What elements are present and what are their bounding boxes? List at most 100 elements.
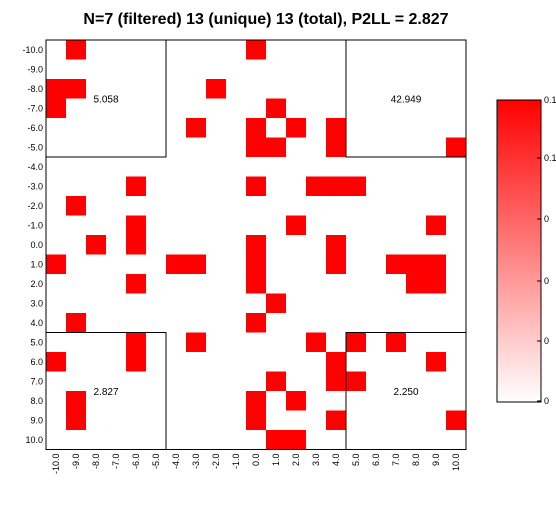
heatmap-cell bbox=[46, 79, 66, 99]
y-tick-label: -5.0 bbox=[27, 142, 43, 152]
y-tick-label: -1.0 bbox=[27, 220, 43, 230]
colorbar-tick-label: 0 bbox=[544, 276, 549, 286]
colorbar-tick-label: 0 bbox=[544, 214, 549, 224]
heatmap-cell bbox=[326, 410, 346, 430]
x-tick-label: 8.0 bbox=[411, 454, 421, 467]
x-tick-label: -6.0 bbox=[131, 454, 141, 470]
x-tick-label: 0.0 bbox=[251, 454, 261, 467]
x-tick-label: -7.0 bbox=[111, 454, 121, 470]
x-tick-label: 3.0 bbox=[311, 454, 321, 467]
heatmap-cell bbox=[66, 313, 86, 333]
y-tick-label: 8.0 bbox=[30, 396, 43, 406]
heatmap-cell bbox=[426, 215, 446, 235]
heatmap-cell bbox=[306, 332, 326, 352]
y-tick-label: -9.0 bbox=[27, 64, 43, 74]
heatmap-cell bbox=[286, 391, 306, 411]
heatmap-cell bbox=[66, 410, 86, 430]
heatmap-cell bbox=[126, 332, 146, 352]
x-tick-label: 2.0 bbox=[291, 454, 301, 467]
heatmap-cell bbox=[386, 254, 406, 274]
heatmap-cell bbox=[326, 137, 346, 157]
heatmap-cell bbox=[246, 254, 266, 274]
y-tick-label: -7.0 bbox=[27, 103, 43, 113]
x-tick-label: -9.0 bbox=[71, 454, 81, 470]
heatmap-cell bbox=[186, 118, 206, 138]
quadrant-value-label: 2.250 bbox=[393, 387, 418, 398]
y-tick-label: 9.0 bbox=[30, 415, 43, 425]
heatmap-cell bbox=[206, 79, 226, 99]
y-tick-label: -8.0 bbox=[27, 84, 43, 94]
heatmap-cell bbox=[326, 176, 346, 196]
heatmap-cell bbox=[286, 430, 306, 450]
heatmap-cell bbox=[246, 176, 266, 196]
heatmap-cell bbox=[66, 391, 86, 411]
plot-border bbox=[45, 39, 467, 450]
heatmap-cell bbox=[426, 254, 446, 274]
x-tick-label: -4.0 bbox=[171, 454, 181, 470]
heatmap-cell bbox=[266, 430, 286, 450]
y-tick-label: -4.0 bbox=[27, 162, 43, 172]
y-tick-label: 5.0 bbox=[30, 337, 43, 347]
colorbar-tick-label: 0 bbox=[544, 336, 549, 346]
heatmap-cell bbox=[246, 40, 266, 60]
heatmap-cell bbox=[66, 196, 86, 216]
y-tick-label: 4.0 bbox=[30, 318, 43, 328]
heatmap-cell bbox=[126, 176, 146, 196]
x-tick-label: -3.0 bbox=[191, 454, 201, 470]
heatmap-cell bbox=[246, 118, 266, 138]
heatmap-cell bbox=[126, 235, 146, 255]
heatmap-cell bbox=[246, 235, 266, 255]
y-tick-label: 3.0 bbox=[30, 298, 43, 308]
heatmap-cell bbox=[346, 176, 366, 196]
x-tick-label: 10.0 bbox=[451, 454, 461, 472]
heatmap-cell bbox=[46, 98, 66, 118]
tick-layer: -10.0 -9.0 -8.0 -7.0 -6.0 -5.0 -4.0 -3.0 -2.0 -1.… bbox=[22, 45, 461, 474]
heatmap-cell bbox=[426, 352, 446, 372]
heatmap-cell bbox=[426, 274, 446, 294]
y-tick-label: 1.0 bbox=[30, 259, 43, 269]
heatmap-cell bbox=[246, 410, 266, 430]
y-tick-label: 10.0 bbox=[25, 435, 43, 445]
x-tick-label: -8.0 bbox=[91, 454, 101, 470]
quadrant-box bbox=[345, 39, 467, 158]
heatmap-cell bbox=[326, 118, 346, 138]
heatmap-cell bbox=[266, 293, 286, 313]
colorbar-tick-label: 0 bbox=[544, 396, 549, 406]
y-tick-label: 2.0 bbox=[30, 279, 43, 289]
heatmap-cell bbox=[446, 410, 466, 430]
heatmap-cell bbox=[326, 235, 346, 255]
x-tick-label: 9.0 bbox=[431, 454, 441, 467]
quadrant-box bbox=[345, 332, 467, 450]
y-tick-label: 0.0 bbox=[30, 240, 43, 250]
heatmap-cell bbox=[86, 235, 106, 255]
heatmap-cell bbox=[446, 137, 466, 157]
heatmap-cell bbox=[246, 391, 266, 411]
y-tick-label: -6.0 bbox=[27, 123, 43, 133]
quadrant-value-label: 2.827 bbox=[93, 387, 118, 398]
x-tick-label: 7.0 bbox=[391, 454, 401, 467]
y-tick-label: 6.0 bbox=[30, 357, 43, 367]
heatmap-cell bbox=[246, 274, 266, 294]
x-tick-label: 5.0 bbox=[351, 454, 361, 467]
quadrant-value-label: 5.058 bbox=[93, 95, 118, 106]
heatmap-cell bbox=[346, 371, 366, 391]
y-tick-label: 7.0 bbox=[30, 376, 43, 386]
heatmap-cell bbox=[286, 215, 306, 235]
heatmap-cell bbox=[46, 254, 66, 274]
heatmap-cell bbox=[326, 352, 346, 372]
colorbar bbox=[496, 99, 542, 403]
heatmap-cell bbox=[126, 352, 146, 372]
y-tick-label: -2.0 bbox=[27, 201, 43, 211]
x-tick-label: -5.0 bbox=[151, 454, 161, 470]
x-tick-label: 1.0 bbox=[271, 454, 281, 467]
plot-layer bbox=[45, 39, 467, 450]
heatmap-cell bbox=[186, 254, 206, 274]
heatmap-cell bbox=[246, 137, 266, 157]
chart-title: N=7 (filtered) 13 (unique) 13 (total), P… bbox=[83, 11, 448, 28]
heatmap-cell bbox=[346, 332, 366, 352]
heatmap-cell bbox=[246, 313, 266, 333]
x-tick-label: -10.0 bbox=[51, 454, 61, 475]
heatmap-cell bbox=[66, 79, 86, 99]
heatmap-cell bbox=[126, 215, 146, 235]
